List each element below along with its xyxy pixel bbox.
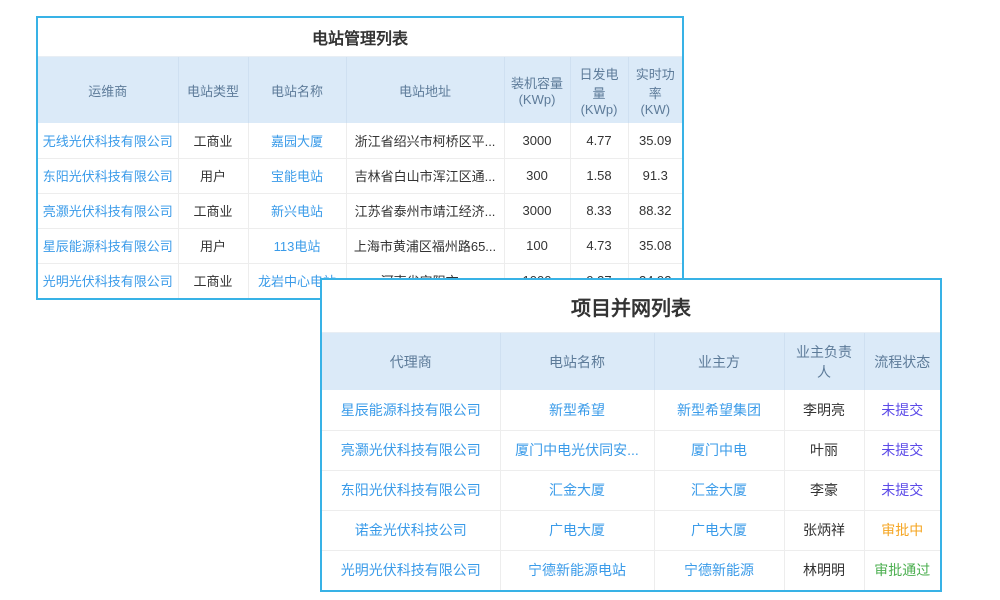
cell-agent[interactable]: 光明光伏科技有限公司 [322, 550, 501, 590]
cell-station-name[interactable]: 宝能电站 [248, 158, 347, 194]
col-station-name: 电站名称 [500, 333, 655, 390]
cell-station-type: 用户 [178, 228, 249, 264]
cell-operator[interactable]: 东阳光伏科技有限公司 [38, 158, 179, 194]
cell-agent[interactable]: 亮灏光伏科技有限公司 [322, 430, 501, 471]
project-row: 亮灏光伏科技有限公司 厦门中电光伏同安... 厦门中电 叶丽 未提交 [322, 430, 940, 471]
cell-station-name[interactable]: 汇金大厦 [500, 470, 655, 511]
station-row: 无线光伏科技有限公司 工商业 嘉园大厦 浙江省绍兴市柯桥区平... 3000 4.77 35… [38, 123, 682, 159]
cell-daily-energy: 4.73 [570, 228, 629, 264]
station-table: 运维商 电站类型 电站名称 电站地址 装机容量 (KWp) 日发电 量 (KWp) 实时功率… [38, 57, 682, 298]
cell-station-name[interactable]: 新兴电站 [248, 193, 347, 229]
project-row: 东阳光伏科技有限公司 汇金大厦 汇金大厦 李豪 未提交 [322, 470, 940, 511]
cell-station-name[interactable]: 113电站 [248, 228, 347, 264]
cell-station-name[interactable]: 宁德新能源电站 [500, 550, 655, 590]
cell-station-name[interactable]: 嘉园大厦 [248, 123, 347, 159]
cell-process-status[interactable]: 未提交 [864, 430, 940, 471]
cell-station-address: 上海市黄浦区福州路65... [346, 228, 505, 264]
col-capacity: 装机容量 (KWp) [504, 57, 571, 123]
cell-realtime-power: 91.3 [628, 158, 682, 194]
cell-realtime-power: 35.08 [628, 228, 682, 264]
cell-owner-contact: 张炳祥 [784, 510, 865, 551]
cell-capacity: 3000 [504, 193, 571, 229]
cell-operator[interactable]: 光明光伏科技有限公司 [38, 263, 179, 298]
project-table-header-row: 代理商 电站名称 业主方 业主负责 人流程状态 [322, 333, 940, 390]
project-row: 诺金光伏科技公司 广电大厦 广电大厦 张炳祥 审批中 [322, 510, 940, 551]
station-row: 东阳光伏科技有限公司 用户 宝能电站 吉林省白山市浑江区通... 300 1.58 91.3 [38, 158, 682, 194]
cell-station-address: 吉林省白山市浑江区通... [346, 158, 505, 194]
cell-process-status[interactable]: 审批中 [864, 510, 940, 551]
col-owner: 业主方 [654, 333, 785, 390]
cell-owner[interactable]: 新型希望集团 [654, 390, 785, 431]
cell-process-status[interactable]: 未提交 [864, 390, 940, 431]
cell-owner-contact: 李豪 [784, 470, 865, 511]
cell-station-type: 工商业 [178, 263, 249, 298]
cell-owner[interactable]: 宁德新能源 [654, 550, 785, 590]
col-process-status: 流程状态 [864, 333, 940, 390]
cell-operator[interactable]: 星辰能源科技有限公司 [38, 228, 179, 264]
cell-process-status[interactable]: 审批通过 [874, 562, 931, 579]
col-operator: 运维商 [38, 57, 179, 123]
station-table-header-row: 运维商 电站类型 电站名称 电站地址 装机容量 (KWp) 日发电 量 (KWp) 实时功率… [38, 57, 682, 123]
cell-daily-energy: 1.58 [570, 158, 629, 194]
col-station-type: 电站类型 [178, 57, 249, 123]
cell-station-address: 江苏省泰州市靖江经济... [346, 193, 505, 229]
cell-operator[interactable]: 亮灏光伏科技有限公司 [38, 193, 179, 229]
col-realtime-power: 实时功率 (KW) [628, 57, 682, 123]
project-row: 光明光伏科技有限公司 宁德新能源电站 宁德新能源 林明明 审批通过 [322, 550, 940, 590]
cell-daily-energy: 8.33 [570, 193, 629, 229]
col-station-name: 电站名称 [248, 57, 347, 123]
cell-station-type: 工商业 [178, 193, 249, 229]
cell-operator[interactable]: 无线光伏科技有限公司 [38, 123, 179, 159]
cell-daily-energy: 4.77 [570, 123, 629, 159]
cell-owner-contact: 林明明 [784, 550, 865, 590]
cell-station-name[interactable]: 厦门中电光伏同安... [500, 430, 655, 471]
cell-station-name[interactable]: 新型希望 [500, 390, 655, 431]
cell-owner[interactable]: 广电大厦 [654, 510, 785, 551]
cell-station-name[interactable]: 广电大厦 [500, 510, 655, 551]
col-daily-energy: 日发电 量 (KWp) [570, 57, 629, 123]
col-owner-contact: 业主负责 人 [784, 333, 865, 390]
col-station-address: 电站地址 [346, 57, 505, 123]
project-table-title: 项目并网列表 [322, 280, 940, 333]
cell-station-type: 用户 [178, 158, 249, 194]
cell-capacity: 3000 [504, 123, 571, 159]
cell-capacity: 300 [504, 158, 571, 194]
grid-connection-card: 项目并网列表 代理商 电站名称 业主方 业主负责 人流程状态 星辰能源科技有限公司 新型… [320, 278, 942, 592]
cell-station-address: 浙江省绍兴市柯桥区平... [346, 123, 505, 159]
station-management-card: 电站管理列表 运维商 电站类型 电站名称 电站地址 装机容量 (KWp) 日发电 量 (K… [36, 16, 684, 300]
cell-owner-contact: 叶丽 [784, 430, 865, 471]
station-row: 星辰能源科技有限公司 用户 113电站 上海市黄浦区福州路65... 100 4.73 35… [38, 228, 682, 264]
cell-realtime-power: 88.32 [628, 193, 682, 229]
col-agent: 代理商 [322, 333, 501, 390]
cell-owner-contact: 李明亮 [784, 390, 865, 431]
project-row: 星辰能源科技有限公司 新型希望 新型希望集团 李明亮 未提交 [322, 390, 940, 431]
cell-process-status[interactable]: 未提交 [864, 470, 940, 511]
cell-agent[interactable]: 星辰能源科技有限公司 [322, 390, 501, 431]
cell-realtime-power: 35.09 [628, 123, 682, 159]
cell-owner[interactable]: 厦门中电 [654, 430, 785, 471]
station-table-title: 电站管理列表 [38, 18, 682, 57]
project-table: 代理商 电站名称 业主方 业主负责 人流程状态 星辰能源科技有限公司 新型希望 新型希望集… [322, 333, 940, 590]
cell-station-type: 工商业 [178, 123, 249, 159]
cell-capacity: 100 [504, 228, 571, 264]
station-row: 亮灏光伏科技有限公司 工商业 新兴电站 江苏省泰州市靖江经济... 3000 8.33 88… [38, 193, 682, 229]
cell-agent[interactable]: 东阳光伏科技有限公司 [322, 470, 501, 511]
cell-owner[interactable]: 汇金大厦 [654, 470, 785, 511]
cell-agent[interactable]: 诺金光伏科技公司 [322, 510, 501, 551]
